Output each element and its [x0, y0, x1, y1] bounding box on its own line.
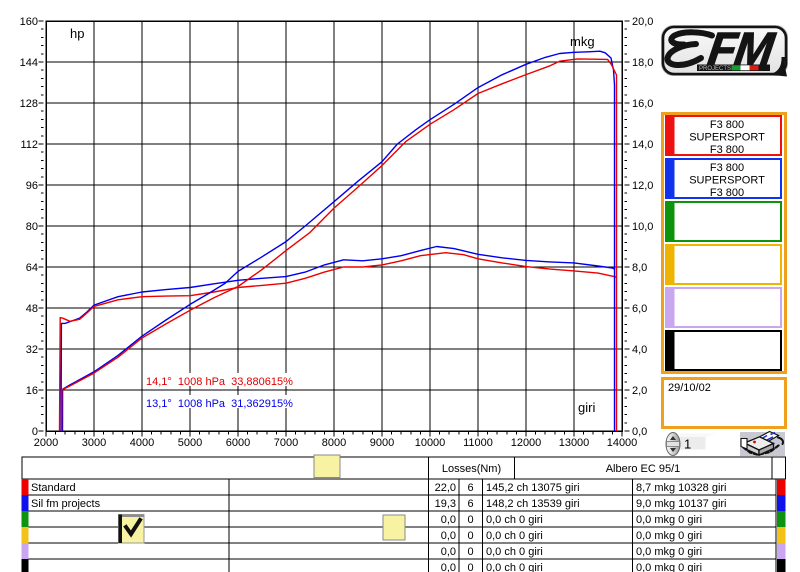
svg-text:0,0 mkg 0 giri: 0,0 mkg 0 giri [636, 562, 702, 572]
svg-text:12,0: 12,0 [632, 180, 653, 192]
svg-text:0: 0 [467, 546, 473, 558]
svg-text:160: 160 [20, 16, 38, 28]
svg-text:0,0 ch 0 giri: 0,0 ch 0 giri [486, 546, 543, 558]
svg-text:F3 800: F3 800 [710, 119, 744, 131]
svg-text:0: 0 [467, 514, 473, 526]
svg-text:8,0: 8,0 [632, 262, 647, 274]
svg-text:0: 0 [467, 562, 473, 572]
svg-text:0,0 ch 0 giri: 0,0 ch 0 giri [486, 530, 543, 542]
svg-text:5000: 5000 [178, 437, 202, 449]
svg-text:16: 16 [26, 385, 38, 397]
svg-text:0,0 ch 0 giri: 0,0 ch 0 giri [486, 562, 543, 572]
svg-text:8000: 8000 [322, 437, 346, 449]
svg-text:14,0: 14,0 [632, 139, 653, 151]
svg-text:SUPERSPORT: SUPERSPORT [689, 132, 765, 144]
svg-text:96: 96 [26, 180, 38, 192]
svg-text:0,0 mkg 0 giri: 0,0 mkg 0 giri [636, 546, 702, 558]
svg-text:Losses(Nm): Losses(Nm) [442, 463, 501, 475]
svg-text:F3 800: F3 800 [710, 187, 744, 199]
svg-text:14,1° 1008 hPa 33,880615%: 14,1° 1008 hPa 33,880615% [146, 376, 293, 388]
svg-text:145,2 ch 13075 giri: 145,2 ch 13075 giri [486, 482, 580, 494]
svg-text:mkg: mkg [570, 34, 595, 49]
svg-text:64: 64 [26, 262, 38, 274]
svg-text:32: 32 [26, 344, 38, 356]
svg-text:148,2 ch 13539 giri: 148,2 ch 13539 giri [486, 498, 580, 510]
svg-text:3000: 3000 [82, 437, 106, 449]
svg-text:F3 800: F3 800 [710, 144, 744, 156]
svg-text:19,3: 19,3 [435, 498, 456, 510]
svg-text:Standard: Standard [31, 482, 76, 494]
svg-text:144: 144 [20, 57, 38, 69]
svg-text:6,0: 6,0 [632, 303, 647, 315]
svg-text:13000: 13000 [559, 437, 590, 449]
svg-text:1: 1 [684, 437, 691, 452]
svg-text:0,0: 0,0 [441, 546, 456, 558]
svg-text:0,0 mkg 0 giri: 0,0 mkg 0 giri [636, 514, 702, 526]
svg-text:4000: 4000 [130, 437, 154, 449]
svg-text:48: 48 [26, 303, 38, 315]
svg-text:2000: 2000 [34, 437, 58, 449]
svg-text:14000: 14000 [607, 437, 638, 449]
svg-text:0,0: 0,0 [632, 426, 647, 438]
svg-text:16,0: 16,0 [632, 98, 653, 110]
svg-text:10,0: 10,0 [632, 221, 653, 233]
svg-text:8,7 mkg 10328 giri: 8,7 mkg 10328 giri [636, 482, 727, 494]
svg-text:PROJECTS: PROJECTS [699, 66, 731, 72]
svg-text:22,0: 22,0 [435, 482, 456, 494]
svg-text:giri: giri [578, 400, 595, 415]
svg-text:13,1° 1008 hPa 31,362915%: 13,1° 1008 hPa 31,362915% [146, 398, 293, 410]
svg-text:0,0 ch 0 giri: 0,0 ch 0 giri [486, 514, 543, 526]
svg-text:0,0: 0,0 [441, 562, 456, 572]
svg-text:2,0: 2,0 [632, 385, 647, 397]
svg-text:F3 800: F3 800 [710, 162, 744, 174]
svg-text:9,0 mkg 10137 giri: 9,0 mkg 10137 giri [636, 498, 727, 510]
svg-text:0: 0 [467, 530, 473, 542]
svg-text:0,0 mkg 0 giri: 0,0 mkg 0 giri [636, 530, 702, 542]
svg-text:11000: 11000 [463, 437, 493, 449]
svg-text:20,0: 20,0 [632, 16, 653, 28]
svg-text:Albero EC 95/1: Albero EC 95/1 [606, 463, 681, 475]
svg-text:9000: 9000 [370, 437, 394, 449]
svg-text:SUPERSPORT: SUPERSPORT [689, 175, 765, 187]
svg-text:29/10/02: 29/10/02 [668, 382, 711, 394]
svg-text:6: 6 [467, 482, 473, 494]
svg-text:10000: 10000 [415, 437, 446, 449]
svg-text:4,0: 4,0 [632, 344, 647, 356]
svg-text:0: 0 [32, 426, 38, 438]
svg-text:Sil fm projects: Sil fm projects [31, 498, 101, 510]
svg-text:hp: hp [70, 26, 84, 41]
svg-text:112: 112 [20, 139, 38, 151]
svg-text:12000: 12000 [511, 437, 542, 449]
svg-text:80: 80 [26, 221, 38, 233]
svg-text:7000: 7000 [274, 437, 298, 449]
svg-text:6: 6 [467, 498, 473, 510]
svg-text:0,0: 0,0 [441, 530, 456, 542]
svg-text:128: 128 [20, 98, 38, 110]
svg-text:0,0: 0,0 [441, 514, 456, 526]
svg-text:6000: 6000 [226, 437, 250, 449]
svg-text:18,0: 18,0 [632, 57, 653, 69]
